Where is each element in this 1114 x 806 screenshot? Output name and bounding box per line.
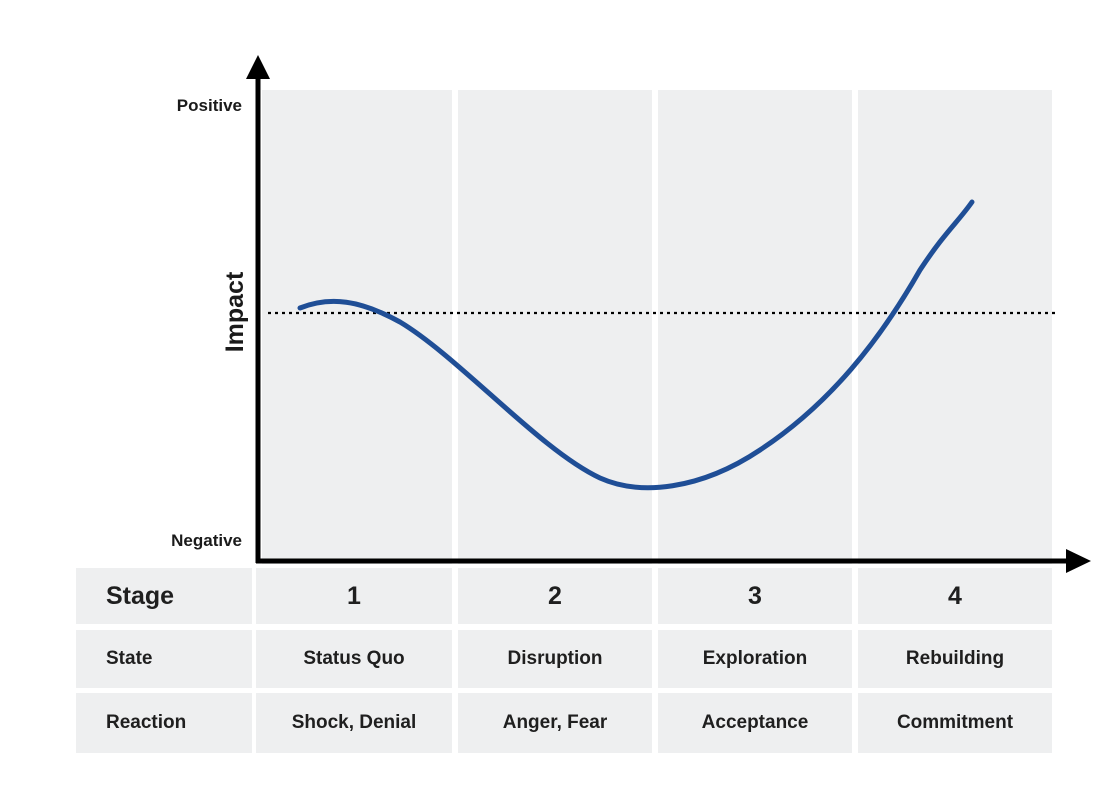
stage-4-reaction: Commitment bbox=[858, 693, 1052, 753]
y-axis-arrow-icon bbox=[246, 55, 270, 79]
stage-2-reaction: Anger, Fear bbox=[458, 693, 652, 753]
stage-4-state: Rebuilding bbox=[858, 630, 1052, 688]
stage-1-reaction: Shock, Denial bbox=[256, 693, 452, 753]
stage-3-state: Exploration bbox=[658, 630, 852, 688]
stage-4-number: 4 bbox=[858, 568, 1052, 624]
stage-4-panel bbox=[858, 90, 1052, 564]
stage-2-number: 2 bbox=[458, 568, 652, 624]
impact-curve bbox=[297, 199, 975, 491]
stage-1-state: Status Quo bbox=[256, 630, 452, 688]
stage-3-number: 3 bbox=[658, 568, 852, 624]
stage-3-reaction: Acceptance bbox=[658, 693, 852, 753]
stage-1-number: 1 bbox=[256, 568, 452, 624]
reaction-row-label: Reaction bbox=[76, 693, 252, 753]
y-axis-title: Impact bbox=[221, 271, 249, 352]
stage-2-state: Disruption bbox=[458, 630, 652, 688]
y-axis-negative-label: Negative bbox=[171, 531, 242, 550]
stage-3-panel bbox=[658, 90, 852, 564]
stage-2-panel bbox=[458, 90, 652, 564]
state-row-label: State bbox=[76, 630, 252, 688]
y-axis-positive-label: Positive bbox=[177, 96, 242, 115]
stage-1-panel bbox=[262, 90, 452, 564]
x-axis-arrow-icon bbox=[1066, 549, 1091, 573]
stage-row-label: Stage bbox=[76, 568, 252, 624]
